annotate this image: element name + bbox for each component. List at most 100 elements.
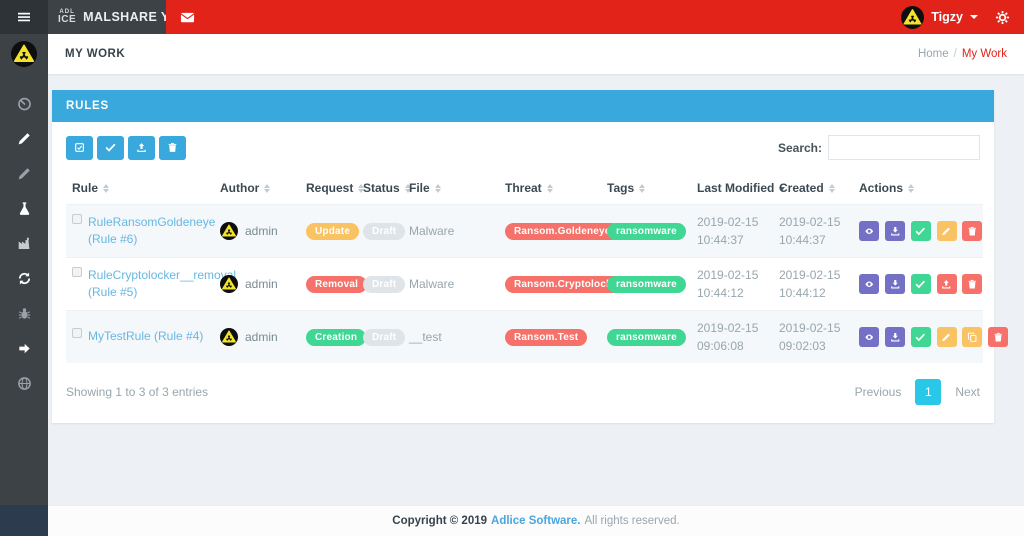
sidebar-item-compose[interactable] — [0, 156, 48, 191]
column-header-author[interactable]: Author — [214, 173, 300, 205]
flask-icon — [17, 201, 32, 216]
hamburger-icon — [16, 9, 32, 25]
brand-area[interactable]: ADL ICE MALSHARE YARA — [48, 0, 196, 34]
row-checkbox[interactable] — [72, 213, 82, 224]
column-header-tags[interactable]: Tags — [601, 173, 691, 205]
download-button[interactable] — [884, 327, 905, 347]
upload-selected-button[interactable] — [128, 135, 155, 160]
column-header-created[interactable]: Created — [773, 173, 853, 205]
factory-icon — [17, 236, 32, 251]
dashboard-gauge-icon — [17, 96, 32, 111]
breadcrumb: Home / My Work — [918, 48, 1007, 60]
sidebar-toggle-button[interactable] — [0, 0, 48, 34]
delete-button[interactable] — [962, 221, 983, 241]
check-square-icon — [74, 142, 85, 153]
refresh-icon — [17, 271, 32, 286]
view-button[interactable] — [859, 221, 879, 241]
approve-button[interactable] — [910, 327, 931, 347]
row-checkbox[interactable] — [72, 328, 82, 339]
author-avatar — [220, 222, 238, 240]
author-name: admin — [245, 330, 278, 344]
sort-icon — [434, 184, 441, 194]
search-label: Search: — [777, 140, 822, 155]
sort-icon — [639, 184, 646, 194]
sidebar-item-dashboard[interactable] — [0, 86, 48, 121]
delete-button[interactable] — [988, 327, 1009, 347]
table-row: RuleRansomGoldeneye (Rule #6) admin Upda… — [66, 204, 983, 258]
eye-icon — [864, 332, 875, 343]
column-header-actions[interactable]: Actions — [853, 173, 983, 205]
download-button[interactable] — [884, 221, 905, 241]
row-checkbox[interactable] — [72, 266, 82, 277]
clone-button[interactable] — [962, 327, 983, 347]
sign-out-icon — [17, 341, 32, 356]
column-header-last-modified[interactable]: Last Modified — [691, 173, 786, 205]
pagination-page-1[interactable]: 1 — [915, 379, 942, 405]
sidebar-item-edit-rules[interactable] — [0, 121, 48, 156]
view-button[interactable] — [859, 274, 879, 294]
radiation-avatar-icon — [11, 41, 37, 67]
last-modified: 2019-02-15 09:06:08 — [697, 321, 759, 353]
pagination-previous[interactable]: Previous — [854, 385, 902, 399]
request-badge: Removal — [306, 275, 368, 293]
created: 2019-02-15 09:02:03 — [779, 321, 841, 353]
search-input[interactable] — [828, 135, 980, 160]
status-badge: Draft — [363, 275, 406, 293]
sidebar-item-sync[interactable] — [0, 261, 48, 296]
pencil-icon — [941, 332, 952, 343]
upload-button[interactable] — [936, 274, 957, 294]
bug-icon — [17, 306, 32, 321]
tag-badge: ransomware — [607, 275, 686, 293]
trash-icon — [167, 142, 178, 153]
copy-icon — [967, 332, 978, 343]
approve-button[interactable] — [910, 221, 931, 241]
column-header-file[interactable]: File — [403, 173, 499, 205]
delete-button[interactable] — [962, 274, 983, 294]
column-header-request[interactable]: Request — [300, 173, 365, 205]
sort-icon — [908, 184, 915, 194]
edit-button[interactable] — [936, 221, 957, 241]
sidebar-item-web[interactable] — [0, 366, 48, 401]
breadcrumb-current: My Work — [961, 48, 1007, 60]
table-row: MyTestRule (Rule #4) admin Creation Draf… — [66, 310, 1009, 363]
pagination-next[interactable]: Next — [955, 385, 980, 399]
footer-company-link[interactable]: Adlice Software. — [491, 515, 581, 527]
sidebar-item-signout[interactable] — [0, 331, 48, 366]
threat-badge: Ransom.Goldeneye — [505, 222, 620, 240]
view-button[interactable] — [859, 327, 879, 347]
settings-button[interactable] — [995, 10, 1010, 25]
rule-link[interactable]: RuleCryptolocker__removal (Rule #5) — [88, 267, 237, 299]
download-icon — [890, 279, 901, 290]
column-header-rule[interactable]: Rule — [66, 173, 214, 205]
sidebar-footer-block — [0, 505, 48, 536]
threat-badge: Ransom.Test — [505, 328, 588, 346]
edit-pencil-icon — [17, 131, 32, 146]
column-header-threat[interactable]: Threat — [499, 173, 601, 205]
rule-link[interactable]: RuleRansomGoldeneye (Rule #6) — [88, 214, 216, 246]
user-menu[interactable]: Tigzy — [901, 6, 978, 29]
rules-card-header: RULES — [52, 90, 994, 122]
rules-card: RULES Search: — [52, 90, 1009, 423]
status-badge: Draft — [363, 222, 406, 240]
sidebar-avatar[interactable] — [11, 41, 37, 72]
messages-button[interactable] — [180, 10, 195, 25]
approve-button[interactable] — [910, 274, 931, 294]
rule-link[interactable]: MyTestRule (Rule #4) — [88, 329, 204, 344]
download-icon — [890, 332, 901, 343]
author-avatar — [220, 328, 238, 346]
select-all-button[interactable] — [66, 135, 93, 160]
column-header-status[interactable]: Status — [357, 173, 411, 205]
sidebar-item-factory[interactable] — [0, 226, 48, 261]
edit-button[interactable] — [936, 327, 957, 347]
trash-icon — [967, 279, 978, 290]
download-button[interactable] — [884, 274, 905, 294]
delete-selected-button[interactable] — [159, 135, 186, 160]
sidebar-item-malware[interactable] — [0, 296, 48, 331]
adlice-logo: ADL ICE — [58, 9, 77, 25]
sidebar-item-lab[interactable] — [0, 191, 48, 226]
breadcrumb-home-link[interactable]: Home — [917, 48, 949, 60]
last-modified: 2019-02-15 10:44:12 — [697, 268, 759, 300]
sidebar — [0, 34, 48, 536]
approve-selected-button[interactable] — [97, 135, 124, 160]
entries-info: Showing 1 to 3 of 3 entries — [66, 385, 209, 399]
